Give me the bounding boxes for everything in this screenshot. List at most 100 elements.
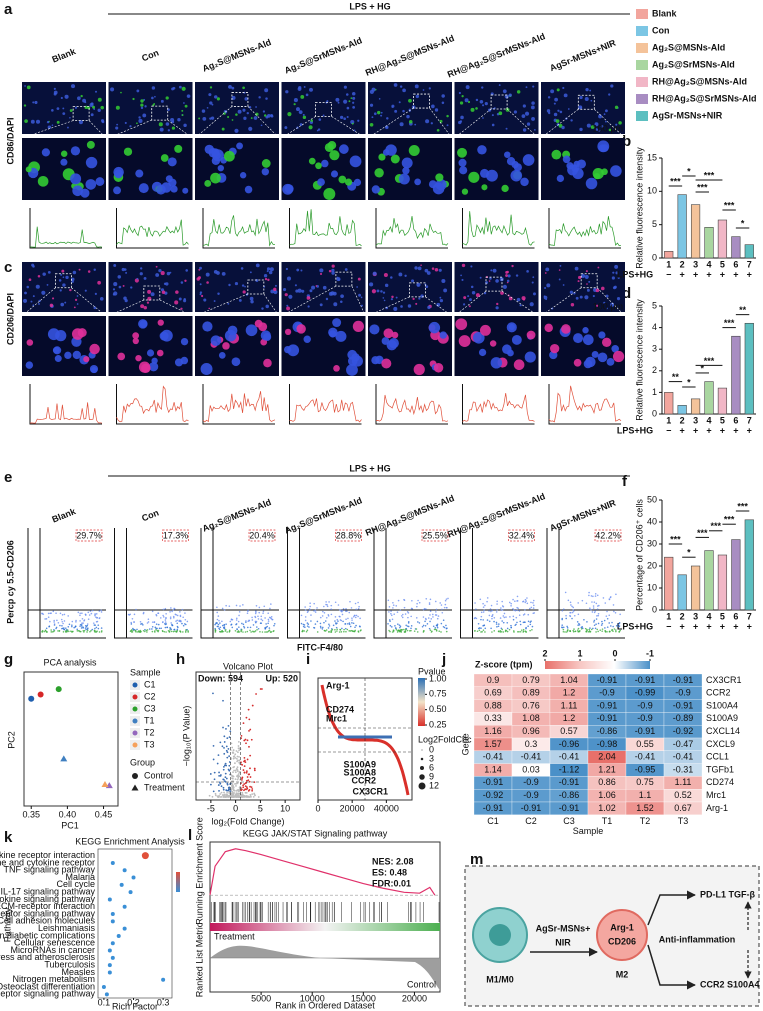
event bbox=[310, 620, 312, 622]
y-tick-label: 0 bbox=[652, 252, 657, 262]
cell-dot bbox=[112, 293, 116, 296]
event bbox=[142, 624, 144, 626]
cell-value: 0.76 bbox=[522, 700, 540, 710]
event bbox=[270, 616, 273, 618]
cell-dot bbox=[211, 103, 214, 106]
cell-dot bbox=[498, 84, 501, 87]
cell-value: -0.9 bbox=[523, 790, 539, 800]
event bbox=[423, 607, 426, 610]
event bbox=[96, 630, 98, 632]
cell bbox=[231, 357, 241, 367]
event bbox=[170, 628, 173, 631]
cell-dot bbox=[242, 86, 245, 90]
event bbox=[561, 618, 563, 621]
condition-mark: + bbox=[720, 425, 725, 435]
cell-dot bbox=[408, 119, 413, 124]
percent-box bbox=[508, 529, 535, 542]
cell bbox=[239, 172, 247, 179]
volcano-point bbox=[228, 761, 231, 763]
event bbox=[476, 630, 479, 633]
event bbox=[321, 628, 324, 630]
event bbox=[596, 615, 598, 617]
cell-dot bbox=[505, 127, 508, 130]
volcano-point bbox=[252, 795, 255, 798]
cell-dot bbox=[584, 97, 589, 102]
volcano-point bbox=[237, 793, 240, 795]
cell-dot bbox=[595, 288, 600, 293]
cell-dot bbox=[61, 269, 65, 273]
cell bbox=[60, 158, 68, 166]
cell-dot bbox=[605, 109, 608, 113]
group-label: Con bbox=[140, 508, 160, 524]
cell-dot bbox=[461, 278, 464, 282]
event bbox=[260, 615, 263, 618]
treatment-label: LPS + HG bbox=[349, 1, 390, 11]
event bbox=[81, 618, 84, 620]
cell-dot bbox=[59, 289, 62, 292]
volcano-point bbox=[248, 718, 251, 721]
cell-dot bbox=[580, 273, 586, 279]
cell-dot bbox=[285, 90, 289, 94]
cell-dot bbox=[60, 302, 65, 307]
cell-dot bbox=[393, 306, 398, 311]
cell-dot bbox=[470, 285, 474, 289]
cell-dot bbox=[260, 124, 263, 127]
event bbox=[131, 618, 134, 620]
cell-dot bbox=[307, 305, 310, 308]
event bbox=[304, 619, 307, 622]
event bbox=[525, 631, 527, 633]
cell-dot bbox=[184, 279, 187, 282]
roi-box bbox=[490, 94, 508, 110]
bar bbox=[704, 381, 714, 415]
cell bbox=[165, 175, 173, 183]
cell-dot bbox=[38, 302, 40, 305]
cell-dot bbox=[431, 267, 435, 270]
cell bbox=[585, 356, 596, 368]
x-tick-label: 40000 bbox=[374, 803, 399, 813]
cell-dot bbox=[76, 295, 79, 297]
volcano-point bbox=[244, 761, 247, 764]
legend-tick-label: 6 bbox=[429, 762, 434, 772]
event bbox=[79, 630, 82, 633]
event bbox=[76, 630, 79, 632]
cell-dot bbox=[273, 287, 277, 292]
event bbox=[306, 622, 309, 624]
event bbox=[267, 622, 269, 625]
event bbox=[238, 626, 240, 628]
event bbox=[603, 619, 606, 622]
cell bbox=[70, 146, 81, 156]
profile-line bbox=[375, 215, 449, 246]
event bbox=[592, 607, 595, 609]
cell-value: 1.52 bbox=[636, 803, 654, 813]
event bbox=[334, 616, 337, 618]
volcano-point bbox=[222, 768, 225, 771]
cell-dot bbox=[286, 304, 289, 307]
cell-dot bbox=[343, 85, 347, 89]
bar bbox=[677, 574, 687, 611]
cell-dot bbox=[579, 295, 583, 299]
cell-dot bbox=[558, 123, 563, 128]
volcano-point bbox=[238, 755, 240, 758]
event bbox=[501, 600, 503, 603]
event bbox=[139, 620, 142, 623]
volcano-point bbox=[251, 793, 254, 796]
pathway-label: C-type lectin receptor signaling pathway bbox=[0, 908, 95, 918]
event bbox=[268, 627, 271, 629]
bar bbox=[744, 244, 754, 259]
volcano-point bbox=[244, 791, 247, 794]
event bbox=[68, 630, 70, 633]
event bbox=[91, 628, 94, 631]
event bbox=[164, 621, 167, 623]
volcano-point bbox=[246, 776, 249, 778]
cell-dot bbox=[93, 268, 96, 271]
cell bbox=[381, 358, 392, 369]
cell-dot bbox=[308, 297, 311, 299]
volcano-point bbox=[249, 728, 252, 731]
cell-dot bbox=[380, 114, 383, 117]
condition-label: LPS+HG bbox=[617, 425, 653, 435]
event bbox=[254, 615, 256, 618]
kegg-dot bbox=[107, 970, 112, 975]
event bbox=[580, 626, 583, 629]
cell bbox=[576, 159, 586, 169]
event bbox=[588, 594, 590, 597]
